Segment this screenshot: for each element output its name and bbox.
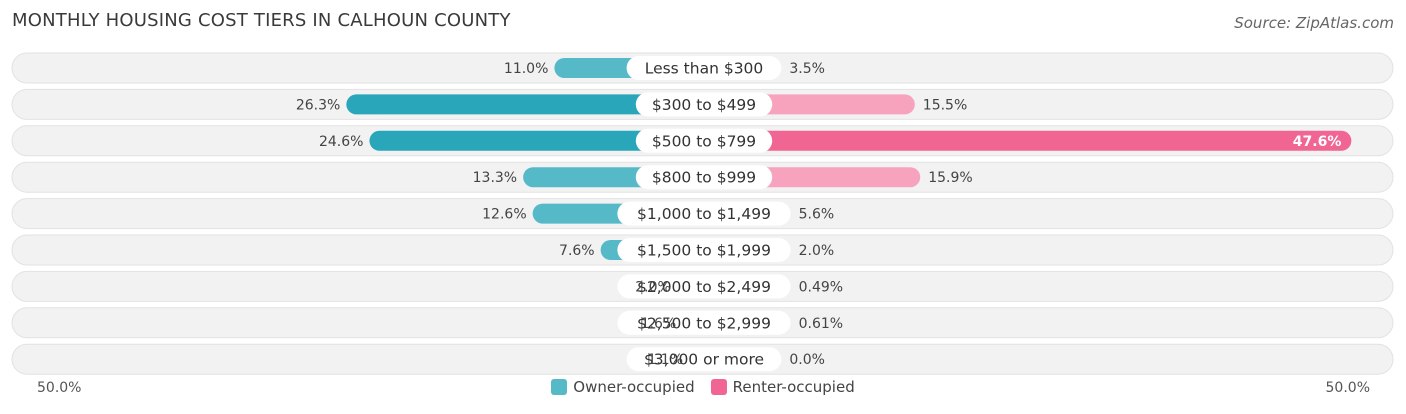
category-label: $1,000 to $1,499 — [637, 205, 771, 223]
legend-item-renter: Renter-occupied — [710, 378, 855, 396]
legend-label-owner: Owner-occupied — [573, 378, 695, 396]
bar-renter — [704, 130, 1352, 151]
value-label-owner: 7.6% — [559, 243, 595, 259]
axis-left-label: 50.0% — [37, 380, 82, 396]
category-label: $2,500 to $2,999 — [637, 314, 771, 332]
chart-title: MONTHLY HOUSING COST TIERS IN CALHOUN CO… — [12, 10, 511, 31]
value-label-owner: 2.0% — [635, 279, 671, 295]
value-label-owner: 13.3% — [473, 170, 517, 186]
category-label-pill — [635, 165, 773, 190]
category-label: $800 to $999 — [652, 169, 756, 187]
legend-swatch-owner — [551, 379, 568, 395]
value-label-renter: 0.0% — [789, 352, 825, 368]
category-label-pill — [626, 347, 782, 372]
source-credit: Source: ZipAtlas.com — [1234, 14, 1394, 32]
legend: Owner-occupied Renter-occupied — [0, 378, 1406, 396]
category-label: $1,500 to $1,999 — [637, 242, 771, 260]
value-label-owner: 1.6% — [641, 316, 677, 332]
bar-owner — [346, 94, 704, 115]
category-label-pill — [626, 56, 782, 80]
category-label-pill — [617, 274, 791, 299]
value-label-renter: 0.49% — [799, 279, 843, 295]
bar-owner — [369, 130, 704, 151]
legend-label-renter: Renter-occupied — [732, 378, 855, 396]
value-label-owner: 24.6% — [319, 134, 363, 150]
value-label-renter: 47.6% — [1293, 134, 1342, 150]
category-label-pill — [635, 92, 773, 117]
value-label-renter: 15.5% — [923, 97, 967, 113]
value-label-renter: 0.61% — [799, 316, 843, 332]
value-label-owner: 12.6% — [482, 207, 526, 223]
axis-right-label: 50.0% — [1325, 380, 1370, 396]
legend-item-owner: Owner-occupied — [551, 378, 695, 396]
category-label: $500 to $799 — [652, 132, 756, 150]
category-label-pill — [617, 201, 791, 226]
value-label-owner: 11.0% — [504, 61, 548, 77]
category-label-pill — [617, 238, 791, 262]
category-label-pill — [617, 310, 791, 335]
category-label: $300 to $499 — [652, 96, 756, 114]
value-label-owner: 26.3% — [296, 97, 340, 113]
value-label-renter: 15.9% — [928, 170, 972, 186]
value-label-owner: 1.1% — [647, 352, 683, 368]
value-label-renter: 3.5% — [789, 61, 825, 77]
category-label: $3,000 or more — [644, 351, 764, 369]
value-label-renter: 5.6% — [799, 207, 835, 223]
category-label-pill — [635, 128, 773, 153]
category-label: $2,000 to $2,499 — [637, 278, 771, 296]
legend-swatch-renter — [710, 379, 727, 395]
category-label: Less than $300 — [645, 60, 764, 78]
value-label-renter: 2.0% — [799, 243, 835, 259]
